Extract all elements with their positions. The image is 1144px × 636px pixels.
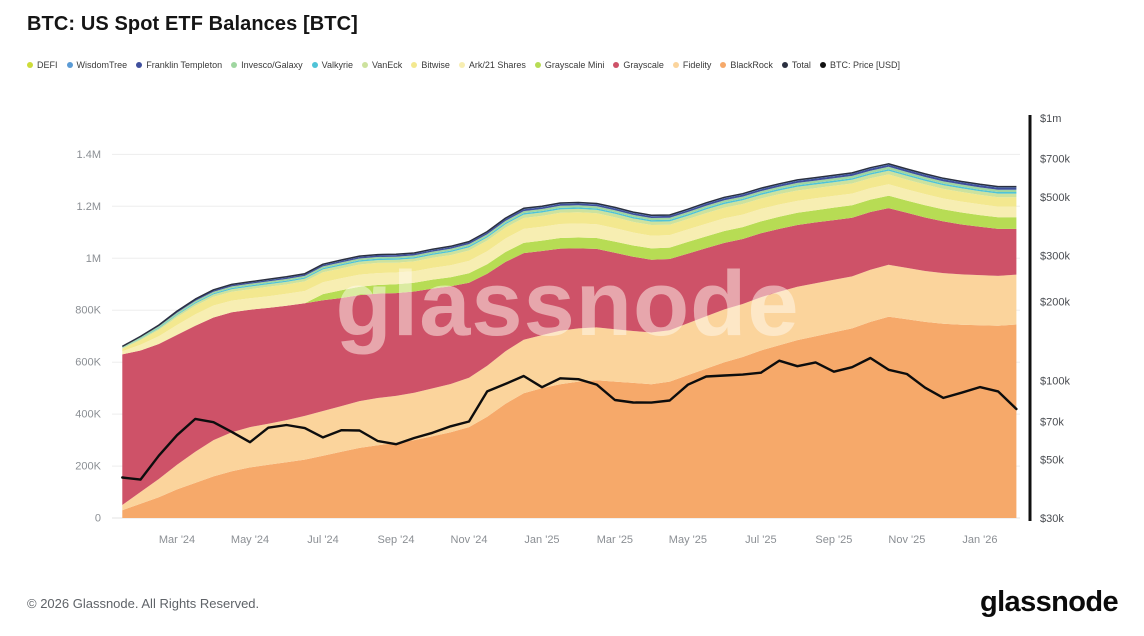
- x-tick-label: Jul '25: [745, 534, 776, 546]
- legend-label: WisdomTree: [76, 60, 128, 70]
- legend-item-defi[interactable]: DEFI: [27, 60, 58, 70]
- legend-item-grayscale-mini[interactable]: Grayscale Mini: [534, 60, 605, 70]
- left-tick-label: 600K: [75, 357, 101, 369]
- right-tick-label: $200k: [1040, 297, 1070, 309]
- ark-21-shares-swatch-icon: [458, 62, 465, 68]
- btc-price-usd-swatch-icon: [819, 62, 826, 68]
- legend-item-fidelity[interactable]: Fidelity: [672, 60, 712, 70]
- legend-label: DEFI: [37, 60, 58, 70]
- x-tick-label: Sep '24: [378, 534, 415, 546]
- area-ark-21-shares: [122, 184, 1017, 355]
- legend-item-grayscale[interactable]: Grayscale: [613, 60, 664, 70]
- legend-label: Bitwise: [421, 60, 450, 70]
- total-swatch-icon: [781, 62, 788, 68]
- x-tick-label: Sep '25: [815, 534, 852, 546]
- area-grayscale-mini: [122, 195, 1017, 355]
- left-tick-label: 1M: [86, 253, 101, 265]
- glassnode-logo: glassnode: [979, 586, 1119, 618]
- x-tick-label: Jul '24: [307, 534, 338, 546]
- x-tick-label: Jan '26: [962, 534, 997, 546]
- vaneck-swatch-icon: [361, 62, 368, 68]
- legend: DEFI WisdomTree Franklin Templeton Invesco/…: [27, 60, 900, 70]
- etf-balances-chart[interactable]: 0 200K 400K 600K 800K 1M 1.2M 1.4M $1m $700k $500k…: [0, 0, 1144, 575]
- wisdomtree-swatch-icon: [66, 62, 73, 68]
- right-axis: $1m $700k $500k $300k $200k $100k $70k $50k $30k: [1028, 113, 1070, 525]
- legend-label: BTC: Price [USD]: [829, 60, 900, 70]
- fidelity-swatch-icon: [672, 62, 679, 68]
- legend-item-ark-21-shares[interactable]: Ark/21 Shares: [458, 60, 526, 70]
- legend-item-btc-price-usd[interactable]: BTC: Price [USD]: [819, 60, 900, 70]
- x-tick-label: May '25: [669, 534, 707, 546]
- x-tick-label: Jan '25: [524, 534, 559, 546]
- copyright-text: © 2026 Glassnode. All Rights Reserved.: [27, 596, 260, 611]
- left-tick-label: 1.2M: [77, 201, 101, 213]
- blackrock-swatch-icon: [720, 62, 727, 68]
- area-grayscale: [122, 208, 1017, 505]
- x-tick-label: May '24: [231, 534, 269, 546]
- legend-label: Fidelity: [682, 60, 712, 70]
- right-tick-label: $70k: [1040, 416, 1064, 428]
- legend-item-vaneck[interactable]: VanEck: [361, 60, 403, 70]
- franklin-templeton-swatch-icon: [136, 62, 143, 68]
- chart-title: BTC: US Spot ETF Balances [BTC]: [27, 13, 358, 35]
- right-tick-label: $100k: [1040, 376, 1070, 388]
- legend-item-blackrock[interactable]: BlackRock: [720, 60, 773, 70]
- area-fidelity: [122, 264, 1017, 511]
- legend-item-total[interactable]: Total: [781, 60, 811, 70]
- x-tick-label: Nov '25: [888, 534, 925, 546]
- defi-swatch-icon: [27, 62, 33, 68]
- legend-label: VanEck: [371, 60, 403, 70]
- right-tick-label: $1m: [1040, 113, 1061, 125]
- area-bitwise: [122, 174, 1017, 352]
- left-tick-label: 800K: [75, 305, 101, 317]
- right-tick-label: $30k: [1040, 513, 1064, 525]
- area-blackrock: [122, 316, 1017, 518]
- legend-item-franklin-templeton[interactable]: Franklin Templeton: [136, 60, 222, 70]
- left-tick-label: 400K: [75, 409, 101, 421]
- grayscale-mini-swatch-icon: [534, 62, 541, 68]
- legend-label: Grayscale Mini: [544, 60, 605, 70]
- legend-item-wisdomtree[interactable]: WisdomTree: [66, 60, 128, 70]
- bitwise-swatch-icon: [411, 62, 418, 68]
- left-tick-label: 0: [95, 513, 101, 525]
- x-axis: Mar '24 May '24 Jul '24 Sep '24 Nov '24 Jan '…: [159, 534, 998, 546]
- legend-label: Ark/21 Shares: [468, 60, 526, 70]
- right-tick-label: $500k: [1040, 192, 1070, 204]
- valkyrie-swatch-icon: [311, 62, 318, 68]
- legend-label: Valkyrie: [321, 60, 353, 70]
- left-tick-label: 200K: [75, 461, 101, 473]
- btc-price-line: [121, 356, 1018, 481]
- legend-label: BlackRock: [730, 60, 773, 70]
- legend-label: Total: [791, 60, 811, 70]
- legend-item-invesco-galaxy[interactable]: Invesco/Galaxy: [231, 60, 303, 70]
- x-tick-label: Mar '24: [159, 534, 195, 546]
- x-tick-label: Nov '24: [451, 534, 488, 546]
- legend-label: Grayscale: [623, 60, 664, 70]
- stacked-areas: [122, 163, 1017, 518]
- grayscale-swatch-icon: [613, 62, 620, 68]
- right-tick-label: $700k: [1040, 154, 1070, 166]
- legend-label: Invesco/Galaxy: [241, 60, 303, 70]
- legend-item-bitwise[interactable]: Bitwise: [411, 60, 450, 70]
- total-line: [121, 163, 1017, 348]
- right-tick-label: $300k: [1040, 250, 1070, 262]
- x-tick-label: Mar '25: [597, 534, 633, 546]
- invesco-galaxy-swatch-icon: [231, 62, 238, 68]
- left-tick-label: 1.4M: [77, 149, 101, 161]
- legend-item-valkyrie[interactable]: Valkyrie: [311, 60, 353, 70]
- legend-label: Franklin Templeton: [146, 60, 223, 70]
- right-tick-label: $50k: [1040, 455, 1064, 467]
